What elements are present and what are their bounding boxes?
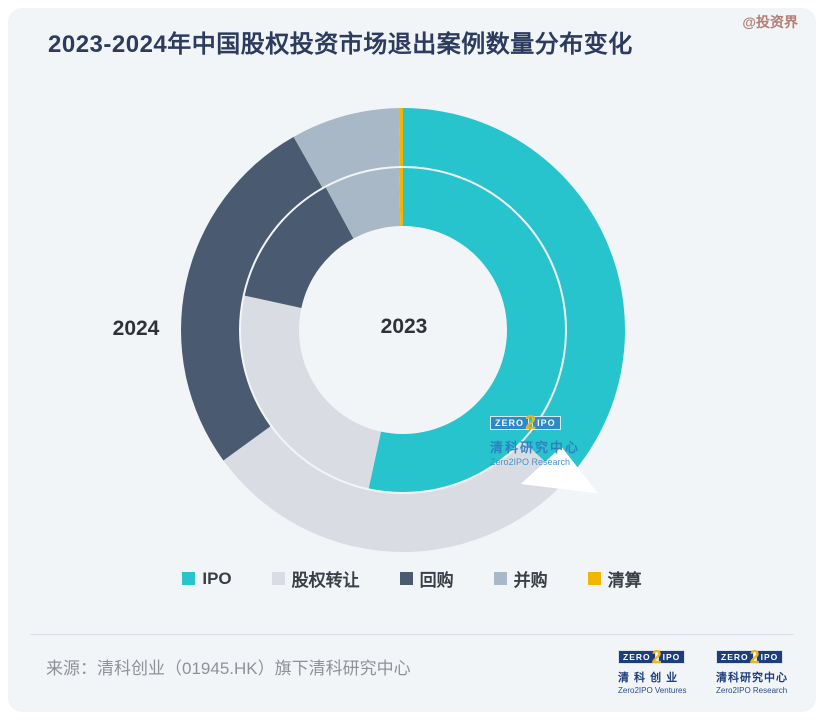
legend-swatch xyxy=(587,572,601,585)
inner-ring-label: 2023 xyxy=(380,315,428,338)
legend-label: 股权转让 xyxy=(291,571,360,590)
center-logo-en-text: Zero2IPO Research xyxy=(490,457,571,467)
watermark-text: @投资界 xyxy=(742,14,798,30)
legend-item: 股权转让 xyxy=(271,566,360,591)
logo-ipo-box: IPO xyxy=(755,650,784,664)
legend-swatch xyxy=(182,572,196,585)
legend-label: 清算 xyxy=(607,571,642,590)
outer-ring-label: 2024 xyxy=(112,317,160,340)
logo-two-numeral: 2 xyxy=(749,647,760,667)
zero2ipo-footer-logo: ZERO 2 IPO 清 科 创 业 Zero2IPO Ventures xyxy=(618,647,702,695)
logo-ipo-box: IPO xyxy=(657,650,686,664)
legend-label: IPO xyxy=(202,568,232,588)
logo-two-numeral: 2 xyxy=(525,412,537,434)
donut-segment-2023-IPO xyxy=(368,168,566,493)
legend: IPO 股权转让 回购 并购 清算 xyxy=(0,566,824,591)
donut-segment-2023-回购 xyxy=(244,187,354,308)
footer-logo-cn-text: 清 科 创 业 xyxy=(618,672,679,684)
logo-zero-box: ZERO xyxy=(618,650,656,664)
legend-swatch xyxy=(271,572,285,585)
chart-title: 2023-2024年中国股权投资市场退出案例数量分布变化 xyxy=(48,31,633,58)
footer-logos: ZERO 2 IPO 清 科 创 业 Zero2IPO Ventures ZERO 2 IPO… xyxy=(618,647,800,695)
legend-label: 回购 xyxy=(419,571,454,590)
donut-segment-2024-清算 xyxy=(398,108,403,167)
donut-segment-2024-股权转让 xyxy=(223,426,566,553)
center-logo-cn-text: 清科研究中心 xyxy=(490,440,581,455)
logo-zero-box: ZERO xyxy=(716,650,754,664)
zero2ipo-center-watermark: ZERO 2 IPO 清科研究中心 Zero2IPO Research xyxy=(490,413,590,467)
footer-logo-cn-text: 清科研究中心 xyxy=(716,672,788,684)
zero2ipo-footer-logo: ZERO 2 IPO 清科研究中心 Zero2IPO Research xyxy=(716,647,800,695)
footer-logo-en-text: Zero2IPO Ventures xyxy=(618,686,687,695)
logo-ipo-box: IPO xyxy=(532,416,561,430)
donut-segment-2024-并购 xyxy=(293,108,400,188)
footer-logo-en-text: Zero2IPO Research xyxy=(716,686,788,695)
donut-segment-2024-IPO xyxy=(403,108,626,481)
zero2ipo-logo: ZERO 2 IPO xyxy=(490,413,561,433)
donut-segment-2023-股权转让 xyxy=(241,295,381,489)
legend-item: 并购 xyxy=(493,566,548,591)
zero2ipo-logo: ZERO 2 IPO xyxy=(716,647,784,667)
legend-item: 清算 xyxy=(587,566,642,591)
legend-swatch xyxy=(493,572,507,585)
legend-item: IPO xyxy=(182,566,232,591)
donut-segment-2024-回购 xyxy=(180,136,323,461)
zero2ipo-logo: ZERO 2 IPO xyxy=(618,647,686,667)
legend-swatch xyxy=(399,572,413,585)
source-text: 来源：清科创业（01945.HK）旗下清科研究中心 xyxy=(46,659,411,678)
logo-two-numeral: 2 xyxy=(651,647,662,667)
logo-zero-box: ZERO xyxy=(490,416,530,430)
legend-label: 并购 xyxy=(513,571,548,590)
donut-segment-2023-清算 xyxy=(398,168,403,227)
footer-divider xyxy=(30,634,794,635)
legend-item: 回购 xyxy=(399,566,454,591)
donut-segment-2023-并购 xyxy=(325,168,401,239)
